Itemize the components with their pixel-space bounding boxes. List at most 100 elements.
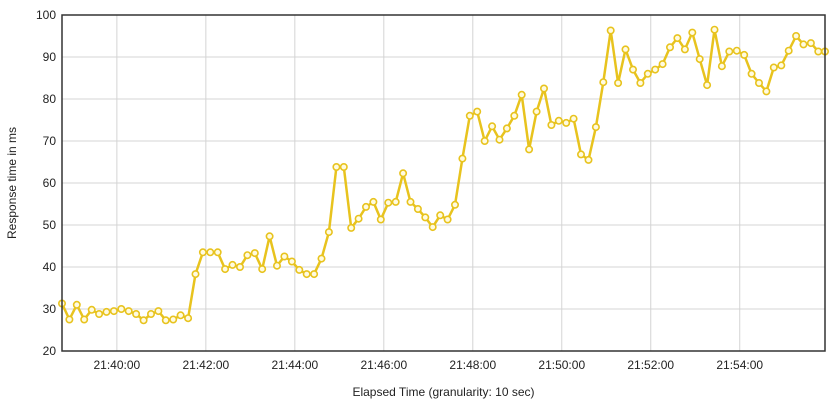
data-point[interactable] [147, 309, 156, 318]
data-point[interactable] [547, 121, 556, 130]
data-point[interactable] [87, 305, 96, 314]
data-point[interactable] [792, 31, 801, 40]
data-point[interactable] [569, 114, 578, 123]
data-point[interactable] [532, 107, 541, 116]
data-point[interactable] [473, 107, 482, 116]
data-point[interactable] [784, 46, 793, 55]
data-point[interactable] [198, 248, 207, 257]
data-point[interactable] [747, 69, 756, 78]
data-point[interactable] [391, 197, 400, 206]
data-point[interactable] [777, 61, 786, 70]
data-point[interactable] [399, 169, 408, 178]
data-point[interactable] [710, 25, 719, 34]
data-point[interactable] [562, 118, 571, 127]
data-point[interactable] [636, 79, 645, 88]
data-point[interactable] [525, 145, 534, 154]
data-point[interactable] [606, 26, 615, 35]
data-point[interactable] [280, 252, 289, 261]
data-point[interactable] [213, 248, 222, 257]
data-point[interactable] [258, 265, 267, 274]
data-point[interactable] [658, 60, 667, 69]
data-point[interactable] [673, 34, 682, 43]
data-point[interactable] [769, 63, 778, 72]
data-point[interactable] [176, 311, 185, 320]
data-point[interactable] [117, 304, 126, 313]
data-point[interactable] [762, 87, 771, 96]
data-point[interactable] [243, 251, 252, 260]
data-point[interactable] [651, 65, 660, 74]
data-point[interactable] [695, 55, 704, 64]
data-point[interactable] [169, 315, 178, 324]
data-point[interactable] [576, 150, 585, 159]
data-point[interactable] [376, 215, 385, 224]
data-point[interactable] [450, 200, 459, 209]
data-point[interactable] [806, 39, 815, 48]
data-point[interactable] [488, 122, 497, 131]
data-point[interactable] [754, 79, 763, 88]
data-point[interactable] [80, 315, 89, 324]
data-point[interactable] [384, 198, 393, 207]
data-point[interactable] [732, 46, 741, 55]
data-point[interactable] [480, 137, 489, 146]
data-point[interactable] [347, 223, 356, 232]
data-point[interactable] [406, 197, 415, 206]
data-point[interactable] [339, 163, 348, 172]
data-point[interactable] [465, 111, 474, 120]
data-point[interactable] [109, 307, 118, 316]
data-point[interactable] [614, 79, 623, 88]
data-point[interactable] [436, 211, 445, 220]
data-point[interactable] [539, 84, 548, 93]
data-point[interactable] [102, 307, 111, 316]
data-point[interactable] [124, 307, 133, 316]
data-point[interactable] [302, 270, 311, 279]
data-point[interactable] [65, 315, 74, 324]
data-point[interactable] [250, 249, 259, 258]
data-point[interactable] [184, 314, 193, 323]
data-point[interactable] [680, 45, 689, 54]
data-point[interactable] [717, 62, 726, 71]
data-point[interactable] [584, 155, 593, 164]
data-point[interactable] [132, 309, 141, 318]
data-point[interactable] [154, 307, 163, 316]
data-point[interactable] [310, 270, 319, 279]
data-point[interactable] [458, 154, 467, 163]
data-point[interactable] [628, 65, 637, 74]
data-point[interactable] [332, 163, 341, 172]
data-point[interactable] [740, 50, 749, 59]
data-point[interactable] [161, 316, 170, 325]
data-point[interactable] [554, 116, 563, 125]
data-point[interactable] [495, 135, 504, 144]
data-point[interactable] [443, 215, 452, 224]
data-point[interactable] [799, 40, 808, 49]
data-point[interactable] [354, 214, 363, 223]
data-point[interactable] [72, 300, 81, 309]
data-point[interactable] [206, 248, 215, 257]
data-point[interactable] [591, 123, 600, 132]
data-point[interactable] [287, 257, 296, 266]
data-point[interactable] [665, 43, 674, 52]
data-point[interactable] [228, 260, 237, 269]
data-point[interactable] [95, 309, 104, 318]
data-point[interactable] [139, 316, 148, 325]
data-point[interactable] [517, 90, 526, 99]
data-point[interactable] [428, 223, 437, 232]
data-point[interactable] [510, 111, 519, 120]
data-point[interactable] [621, 45, 630, 54]
data-point[interactable] [643, 69, 652, 78]
data-point[interactable] [688, 28, 697, 37]
data-point[interactable] [295, 265, 304, 274]
data-point[interactable] [221, 265, 230, 274]
data-point[interactable] [324, 228, 333, 237]
data-point[interactable] [814, 47, 823, 56]
data-point[interactable] [369, 197, 378, 206]
data-point[interactable] [361, 202, 370, 211]
data-point[interactable] [191, 270, 200, 279]
data-point[interactable] [421, 213, 430, 222]
data-point[interactable] [413, 205, 422, 214]
data-point[interactable] [317, 254, 326, 263]
data-point[interactable] [599, 78, 608, 87]
data-point[interactable] [236, 262, 245, 271]
data-point[interactable] [725, 47, 734, 56]
data-point[interactable] [265, 232, 274, 241]
data-point[interactable] [703, 81, 712, 90]
